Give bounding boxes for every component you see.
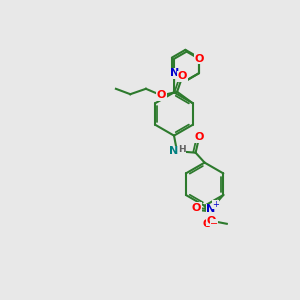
Text: O: O [206, 216, 216, 226]
Text: O: O [202, 219, 212, 230]
Text: H: H [178, 145, 186, 154]
Text: +: + [212, 200, 219, 209]
Text: N: N [206, 204, 215, 214]
Text: O: O [194, 54, 204, 64]
Text: O: O [157, 90, 166, 100]
Text: O: O [194, 132, 204, 142]
Text: −: − [210, 219, 218, 230]
Text: N: N [169, 146, 178, 156]
Text: O: O [192, 203, 201, 213]
Text: O: O [178, 71, 187, 81]
Text: N: N [169, 68, 179, 78]
